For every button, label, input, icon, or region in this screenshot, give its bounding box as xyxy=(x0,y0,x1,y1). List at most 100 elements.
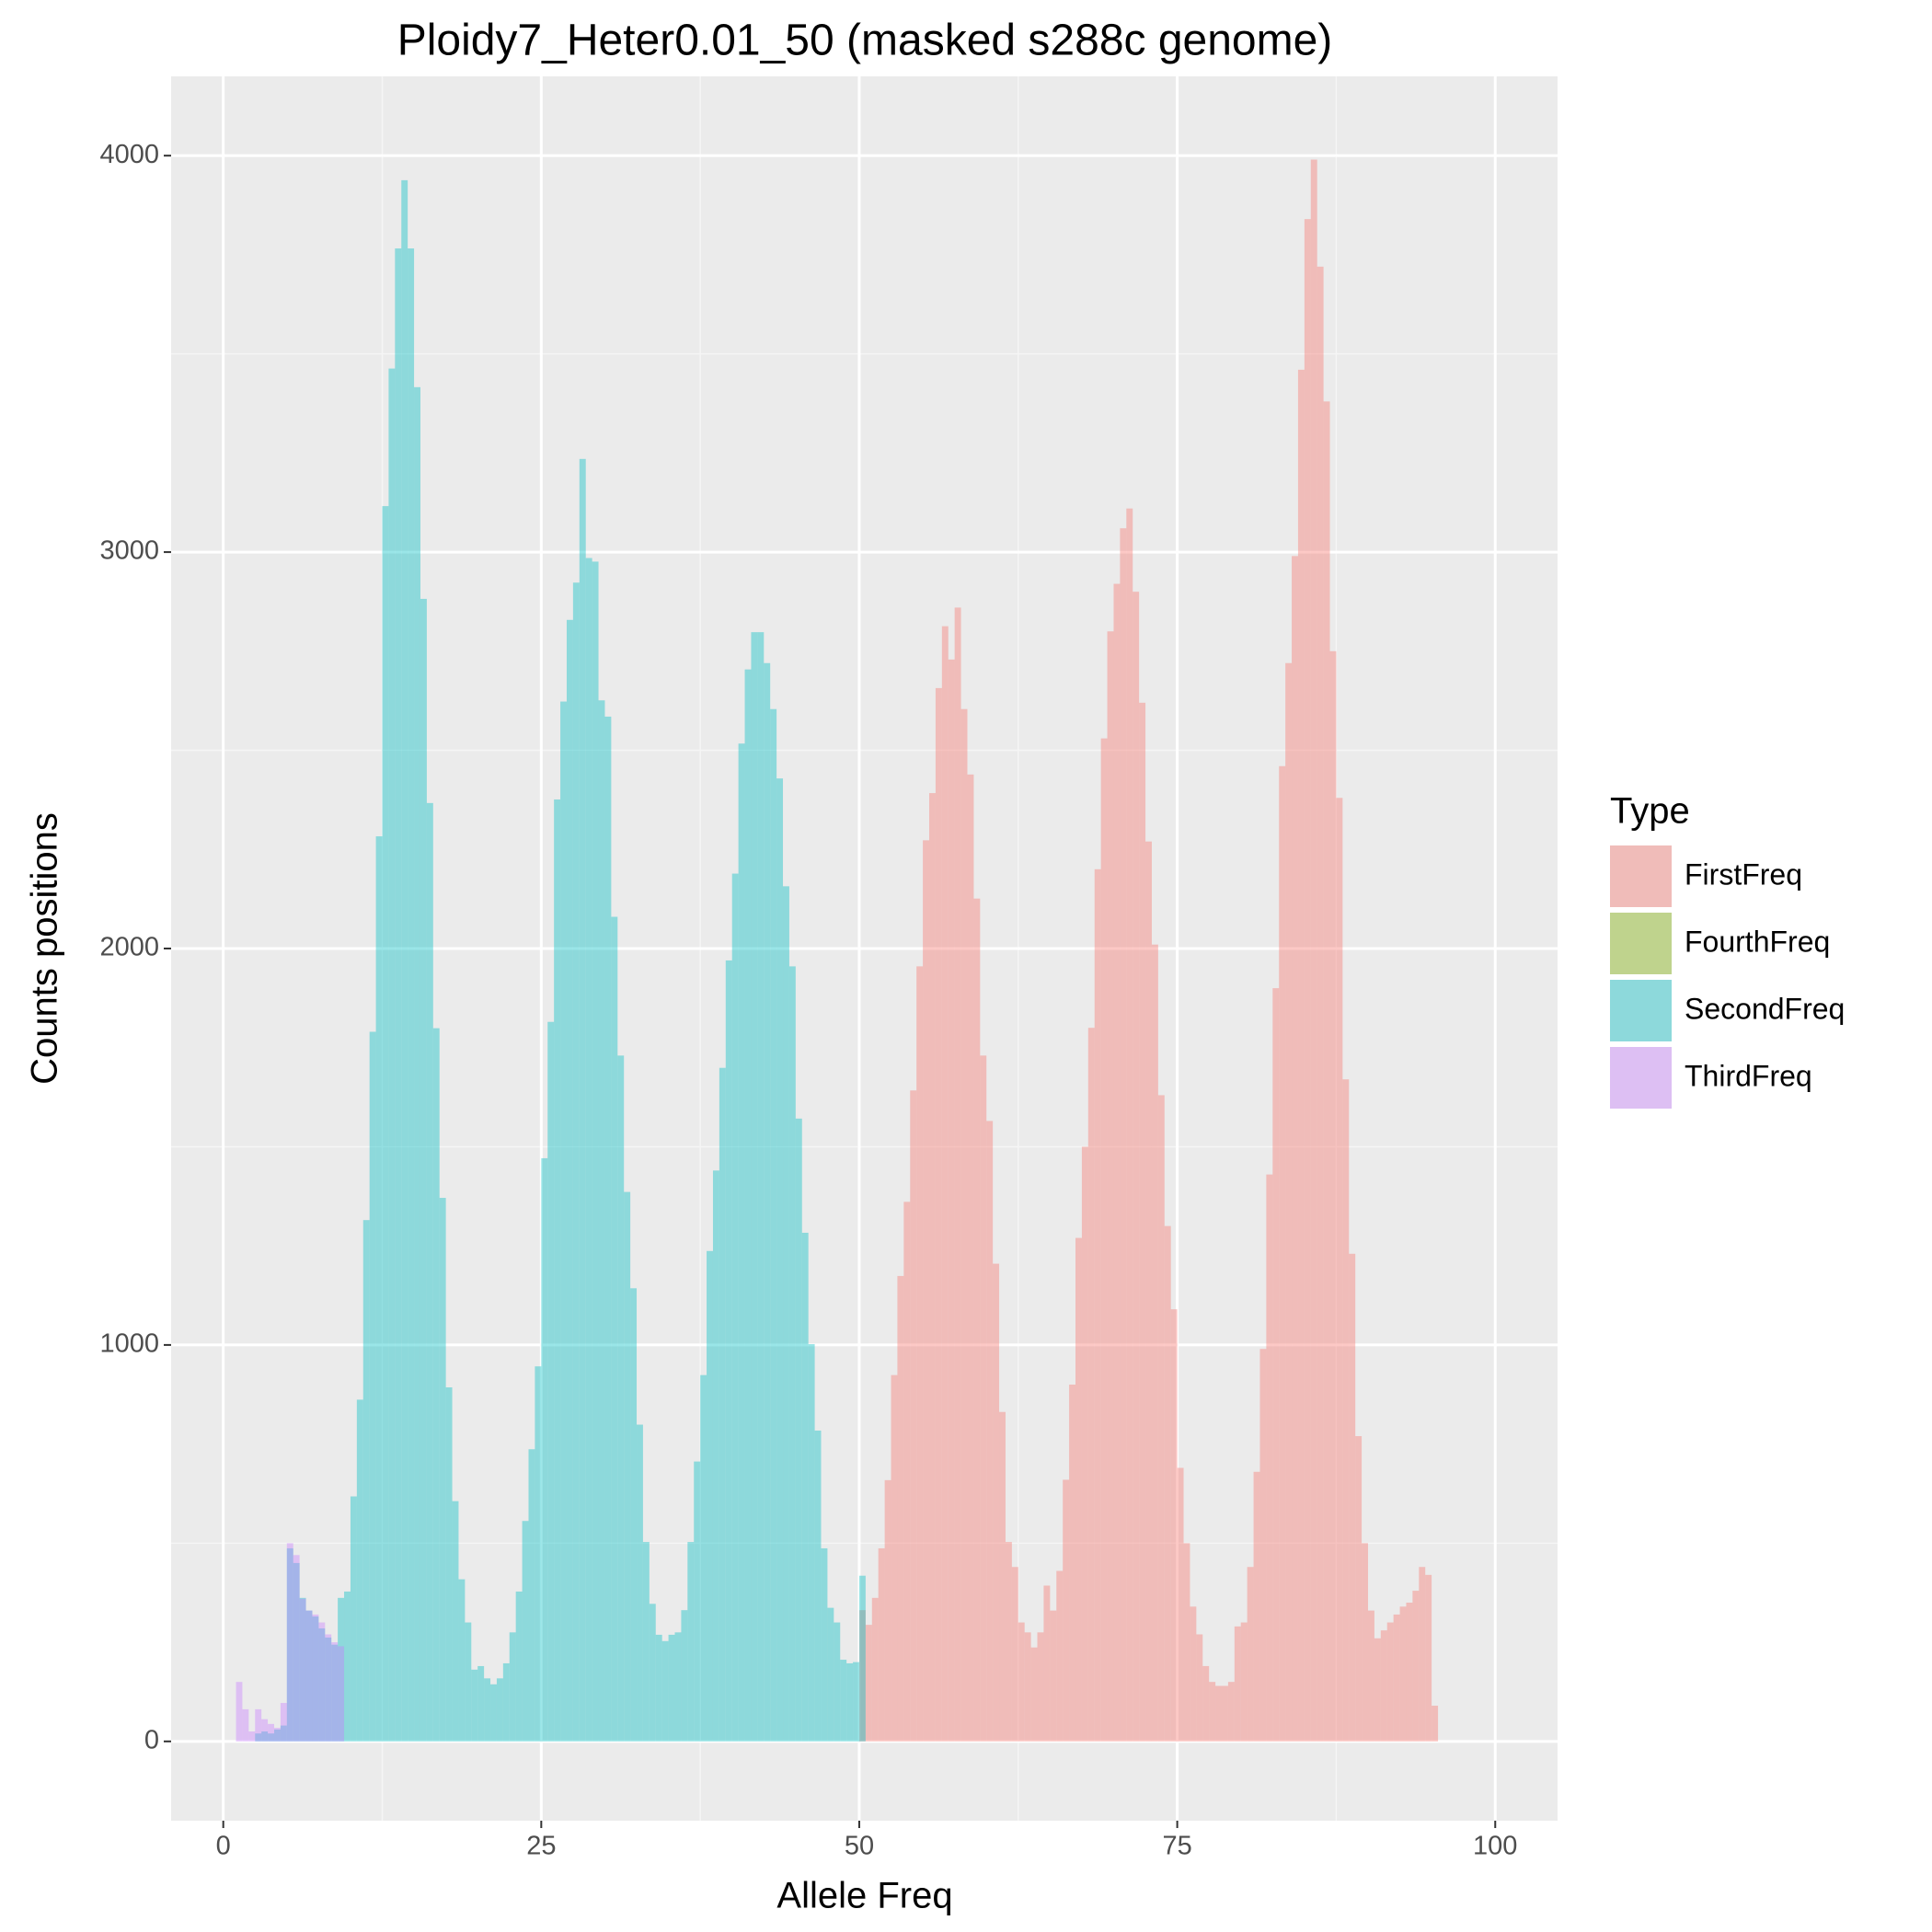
histogram-bar xyxy=(1247,1567,1254,1742)
histogram-bar xyxy=(1393,1614,1400,1742)
histogram-bar xyxy=(318,1622,326,1742)
histogram-bar xyxy=(432,1028,440,1742)
histogram-bar xyxy=(1419,1567,1426,1742)
histogram-bar xyxy=(840,1660,847,1742)
legend-key xyxy=(1610,913,1672,974)
histogram-bar xyxy=(1310,159,1317,1742)
histogram-bar xyxy=(1157,1095,1165,1742)
histogram-bar xyxy=(318,1628,326,1742)
histogram-bar xyxy=(268,1723,274,1742)
histogram-bar xyxy=(1018,1622,1025,1742)
histogram-bar xyxy=(731,873,739,1742)
histogram-bar xyxy=(1063,1479,1070,1742)
histogram-bar xyxy=(834,1622,841,1742)
histogram-bar xyxy=(273,1728,281,1742)
histogram-bar xyxy=(884,1479,891,1742)
histogram-bar xyxy=(1170,1309,1178,1742)
histogram-bar xyxy=(725,960,732,1742)
histogram-bar xyxy=(1349,1253,1356,1742)
histogram-bar xyxy=(744,669,752,1742)
histogram-bar xyxy=(1323,401,1330,1742)
histogram-bar xyxy=(1209,1682,1216,1742)
histogram-bar xyxy=(960,708,968,1742)
histogram-bar xyxy=(1329,650,1337,1742)
histogram-bar xyxy=(712,1170,719,1742)
histogram-bar xyxy=(369,1031,376,1742)
histogram-bar xyxy=(795,1118,802,1742)
histogram-bar xyxy=(471,1669,478,1742)
histogram-bar xyxy=(1050,1610,1057,1742)
histogram-bar xyxy=(579,458,586,1742)
histogram-bar xyxy=(362,1220,370,1742)
histogram-bar xyxy=(1355,1436,1363,1742)
histogram-bar xyxy=(338,1646,345,1742)
histogram-bar xyxy=(541,1157,548,1742)
histogram-bar xyxy=(299,1597,306,1742)
histogram-bar xyxy=(788,966,796,1742)
legend-key-bg xyxy=(1610,913,1672,974)
histogram-bar xyxy=(1177,1467,1184,1742)
histogram-bar xyxy=(980,1055,987,1742)
histogram-bar xyxy=(325,1634,332,1742)
y-tick-label: 4000 xyxy=(99,140,159,169)
histogram-bar xyxy=(572,582,580,1742)
x-tick-label: 75 xyxy=(1162,1832,1191,1861)
histogram-bar xyxy=(1075,1237,1082,1742)
histogram-bar xyxy=(1279,765,1286,1742)
histogram-bar xyxy=(325,1637,332,1742)
histogram-bar xyxy=(344,1591,351,1742)
histogram-bar xyxy=(293,1562,300,1742)
histogram-bar xyxy=(1285,662,1293,1742)
y-axis-title: Counts positions xyxy=(25,812,65,1085)
histogram-bar xyxy=(1202,1665,1210,1742)
histogram-bar xyxy=(624,1191,631,1742)
histogram-bar xyxy=(1266,1174,1273,1742)
histogram-bar xyxy=(426,802,433,1742)
histogram-bar xyxy=(522,1521,529,1742)
histogram-bar xyxy=(1024,1632,1031,1742)
histogram-bar xyxy=(255,1733,262,1742)
x-tick-label: 50 xyxy=(845,1832,874,1861)
histogram-bar xyxy=(1037,1632,1044,1742)
histogram-bar xyxy=(547,1021,555,1742)
histogram-bar xyxy=(452,1501,459,1742)
histogram-bar xyxy=(1056,1570,1064,1742)
legend-title: Type xyxy=(1610,791,1690,832)
histogram-bar xyxy=(1425,1574,1432,1742)
y-tick-label: 0 xyxy=(144,1725,159,1754)
histogram-bar xyxy=(1412,1591,1420,1742)
histogram-bar xyxy=(1005,1542,1012,1742)
grid xyxy=(171,76,1558,1821)
histogram-bar xyxy=(1120,528,1127,1742)
histogram-bar xyxy=(821,1547,828,1742)
histogram-bar xyxy=(1342,1079,1350,1742)
histogram-bar xyxy=(776,778,784,1742)
histogram-bar xyxy=(312,1614,319,1742)
y-tick-label: 1000 xyxy=(99,1329,159,1359)
histogram-bar xyxy=(273,1729,281,1742)
histogram-bar xyxy=(395,248,402,1742)
histogram-bar xyxy=(408,248,415,1742)
histogram-bar xyxy=(592,561,599,1742)
histogram-bar xyxy=(1362,1543,1368,1742)
histogram-bar xyxy=(814,1430,822,1742)
histogram-bar xyxy=(280,1725,287,1742)
histogram-bar xyxy=(993,1263,1000,1742)
histogram-bar xyxy=(941,626,949,1742)
histogram-bar xyxy=(585,558,592,1742)
histogram-bar xyxy=(414,386,420,1742)
legend-key xyxy=(1610,1047,1672,1109)
legend-label: ThirdFreq xyxy=(1685,1059,1812,1092)
histogram-bar xyxy=(439,1198,446,1742)
histogram-bar xyxy=(1133,592,1140,1742)
histogram-bar xyxy=(1374,1638,1381,1742)
histogram-bar xyxy=(554,799,561,1742)
histogram-bar xyxy=(1126,508,1133,1742)
legend-key-bg xyxy=(1610,980,1672,1041)
chart-title: Ploidy7_Heter0.01_50 (masked s288c genom… xyxy=(397,17,1333,65)
histogram-bar xyxy=(528,1449,535,1742)
histogram-bar xyxy=(681,1610,688,1742)
histogram-bar xyxy=(502,1662,510,1742)
